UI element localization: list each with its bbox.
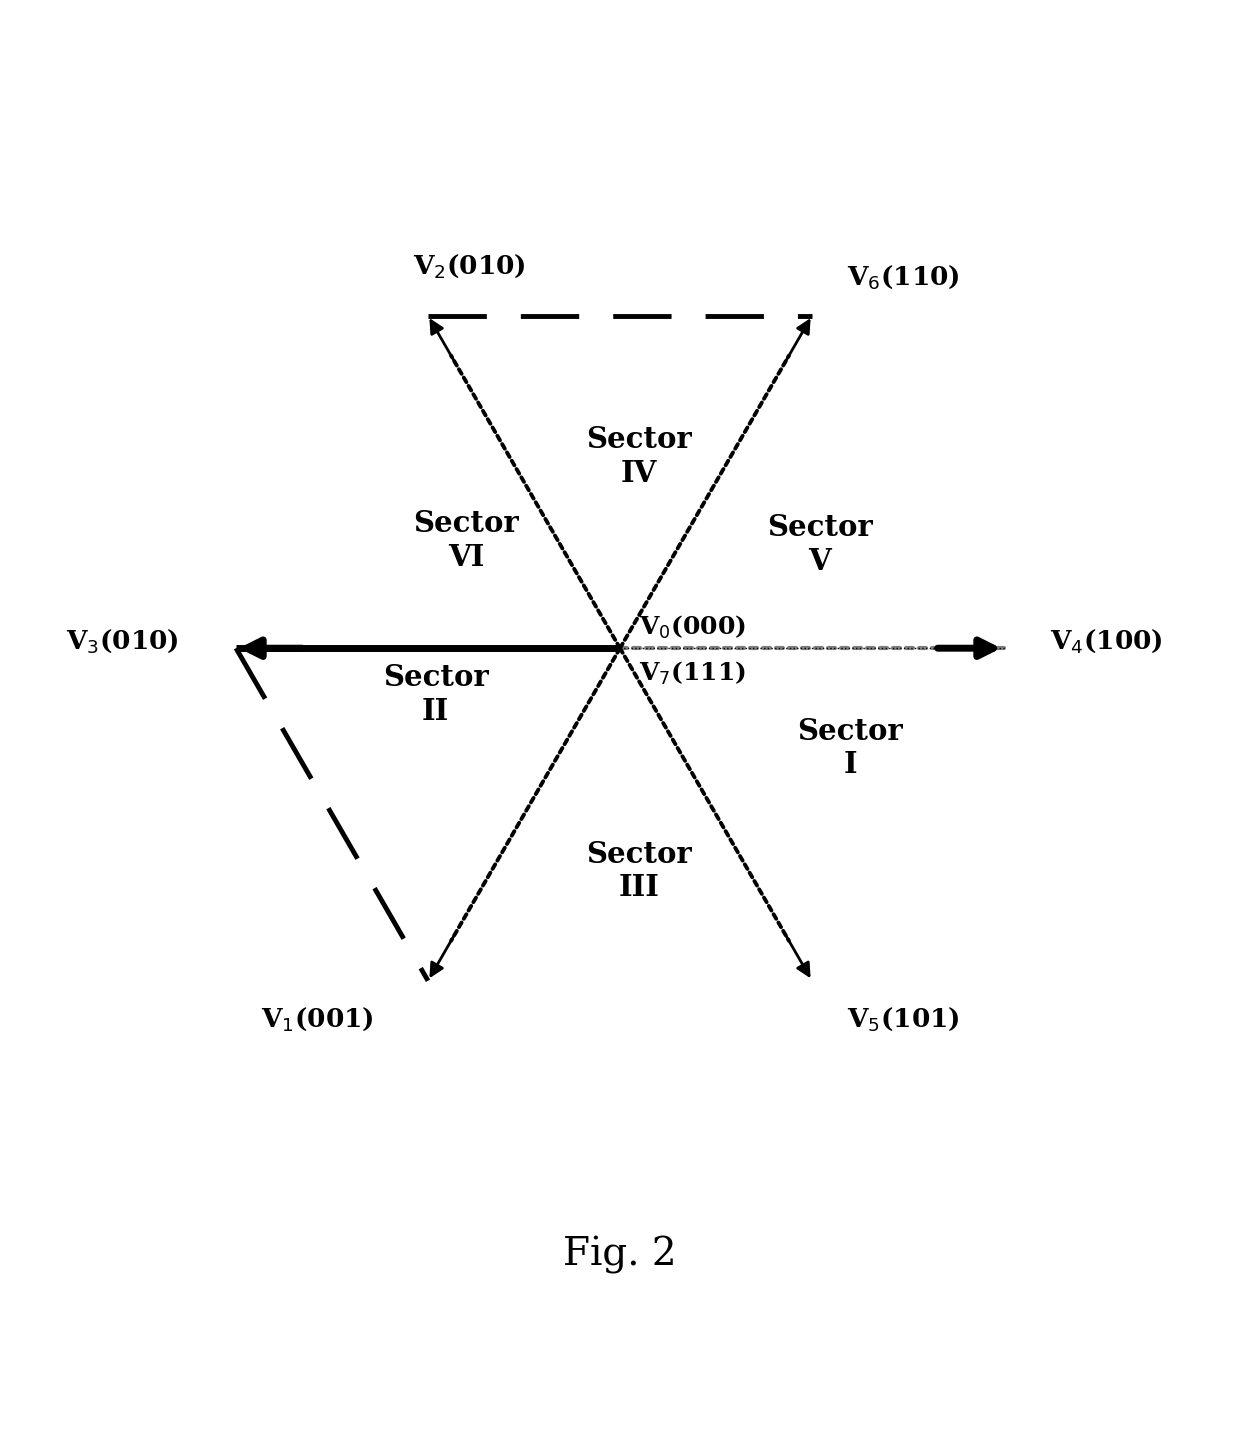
Text: Sector
VI: Sector VI: [413, 509, 520, 571]
Text: Sector
I: Sector I: [797, 716, 903, 779]
Text: V$_4$(100): V$_4$(100): [1050, 626, 1163, 654]
Text: V$_3$(010): V$_3$(010): [66, 626, 179, 654]
Text: V$_1$(001): V$_1$(001): [262, 1005, 374, 1034]
Text: Sector
IV: Sector IV: [587, 425, 692, 487]
Text: Sector
II: Sector II: [383, 663, 489, 725]
Text: V$_6$(110): V$_6$(110): [847, 264, 960, 291]
Text: V$_7$(111): V$_7$(111): [639, 660, 746, 687]
Text: V$_2$(010): V$_2$(010): [413, 252, 526, 280]
Text: Sector
III: Sector III: [587, 840, 692, 902]
Text: Sector
V: Sector V: [766, 513, 873, 576]
Text: V$_5$(101): V$_5$(101): [847, 1005, 960, 1034]
Text: V$_0$(000): V$_0$(000): [639, 613, 746, 641]
Text: Fig. 2: Fig. 2: [563, 1235, 677, 1275]
